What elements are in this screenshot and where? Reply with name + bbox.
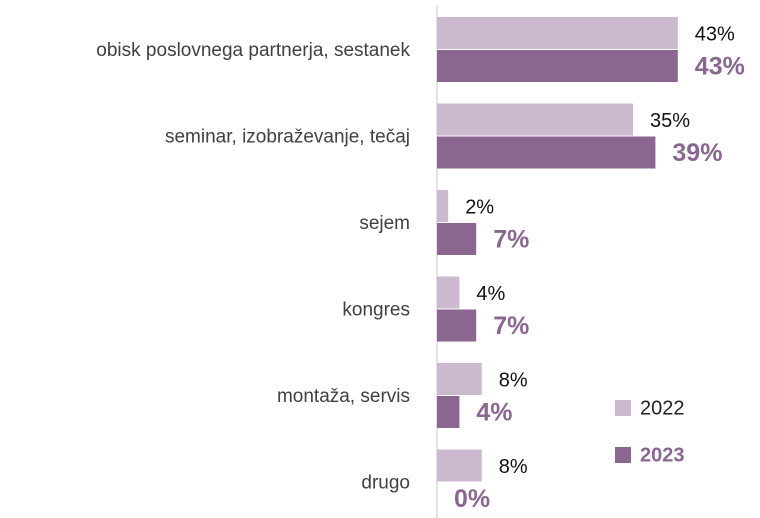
legend-label: 2023 xyxy=(640,444,685,466)
category-label: seminar, izobraževanje, tečaj xyxy=(165,127,410,148)
legend-swatch xyxy=(615,400,631,416)
value-label: 2% xyxy=(465,196,494,218)
category-label: obisk poslovnega partnerja, sestanek xyxy=(96,40,410,61)
value-label: 4% xyxy=(476,399,512,427)
value-label: 7% xyxy=(493,226,529,254)
bar xyxy=(437,363,482,395)
bar xyxy=(437,223,477,255)
value-label: 35% xyxy=(650,110,690,132)
category-label: montaža, servis xyxy=(277,386,410,407)
value-label: 7% xyxy=(493,312,529,340)
value-label: 8% xyxy=(499,369,528,391)
legend-swatch xyxy=(615,447,631,463)
value-label: 39% xyxy=(672,139,722,167)
value-label: 43% xyxy=(695,53,745,81)
value-label: 4% xyxy=(476,283,505,305)
category-label: kongres xyxy=(342,300,410,321)
bar xyxy=(437,309,477,342)
value-label: 8% xyxy=(499,456,528,478)
bar xyxy=(437,136,656,169)
bar xyxy=(437,17,678,49)
bar xyxy=(437,396,460,428)
bar xyxy=(437,276,460,309)
value-label: 0% xyxy=(454,485,490,513)
bar xyxy=(437,103,633,136)
legend-label: 2022 xyxy=(640,397,685,419)
category-label: sejem xyxy=(359,213,410,234)
bar xyxy=(437,190,449,222)
category-label: drugo xyxy=(361,473,410,494)
value-label: 43% xyxy=(695,23,735,45)
bar xyxy=(437,449,482,482)
bar xyxy=(437,50,678,82)
